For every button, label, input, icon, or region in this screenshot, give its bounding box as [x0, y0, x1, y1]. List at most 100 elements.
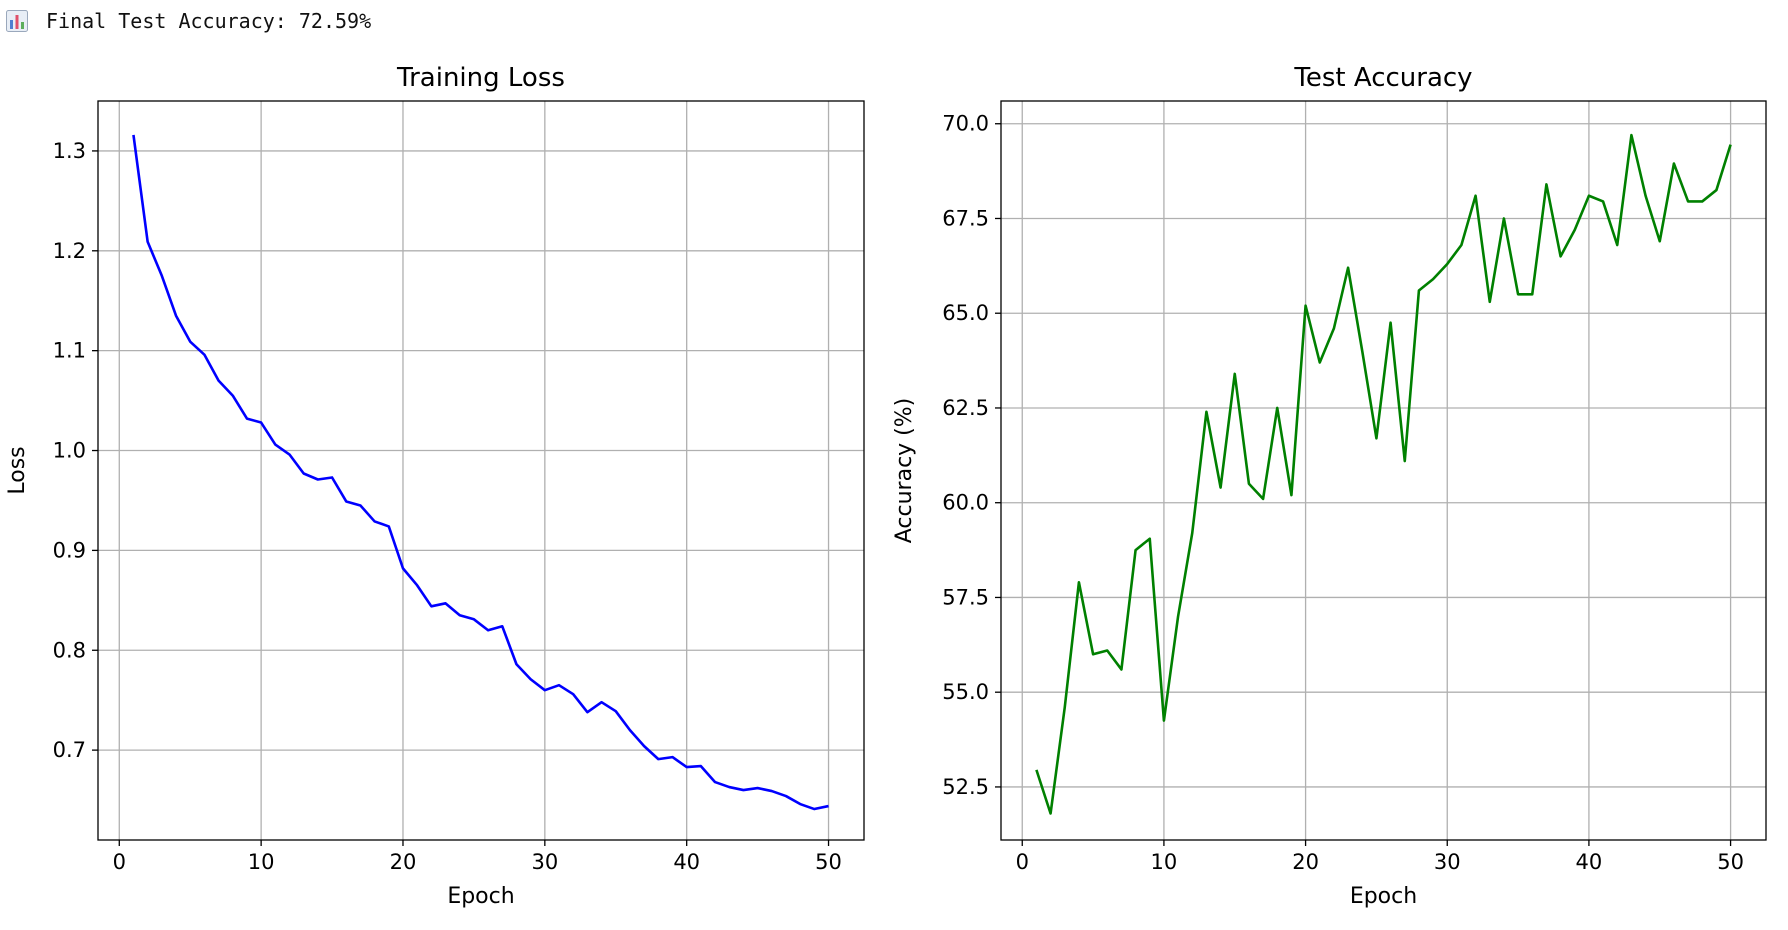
chart1-point-13: [317, 478, 319, 480]
chart2-xtick-label-1: 10: [1151, 850, 1178, 874]
chart1-point-46: [785, 795, 787, 797]
chart2-point-10: [1177, 615, 1179, 617]
chart2-xtick-label-3: 30: [1434, 850, 1461, 874]
chart2-point-35: [1531, 293, 1533, 295]
chart2-point-5: [1106, 649, 1108, 651]
chart2-point-36: [1545, 183, 1547, 185]
chart1-point-27: [515, 663, 517, 665]
chart2-point-48: [1715, 189, 1717, 191]
chart1-point-37: [657, 758, 659, 760]
chart1-point-34: [615, 710, 617, 712]
chart1-point-28: [529, 678, 531, 680]
chart1-xlabel: Epoch: [447, 884, 514, 909]
chart1-xtick-label-4: 40: [673, 850, 700, 874]
chart2-point-22: [1347, 267, 1349, 269]
chart2-series-line: [1035, 133, 1732, 815]
final-accuracy-text: Final Test Accuracy: 72.59%: [46, 9, 372, 33]
chart1-ytick-label-0: 0.7: [53, 738, 86, 762]
chart1-point-48: [813, 808, 815, 810]
chart2-ytick-label-0: 52.5: [942, 775, 989, 799]
chart1-point-21: [430, 605, 432, 607]
chart1-xtick-label-3: 30: [531, 850, 558, 874]
chart1-xtick-label-1: 10: [248, 850, 275, 874]
chart2-ytick-label-5: 65.0: [942, 301, 989, 325]
chart1-point-2: [161, 275, 163, 277]
chart2-point-30: [1460, 244, 1462, 246]
chart2-point-21: [1333, 327, 1335, 329]
chart2-point-40: [1602, 200, 1604, 202]
chart1-point-23: [459, 614, 461, 616]
chart1-point-38: [671, 756, 673, 758]
chart2-xtick-label-2: 20: [1292, 850, 1319, 874]
chart2-point-37: [1559, 255, 1561, 257]
chart2-point-25: [1389, 322, 1391, 324]
chart2-point-18: [1290, 494, 1292, 496]
chart2-point-34: [1517, 293, 1519, 295]
chart1-point-29: [544, 689, 546, 691]
chart1-frame: [97, 100, 865, 841]
chart2-point-33: [1503, 217, 1505, 219]
chart1-point-0: [132, 134, 134, 136]
chart2-point-6: [1120, 668, 1122, 670]
chart2-point-24: [1375, 437, 1377, 439]
chart2-point-13: [1219, 486, 1221, 488]
chart2-point-23: [1361, 350, 1363, 352]
chart2-title: Test Accuracy: [1293, 63, 1472, 93]
chart1-point-22: [444, 602, 446, 604]
chart1-point-32: [586, 711, 588, 713]
chart2-point-26: [1404, 460, 1406, 462]
chart2-ytick-label-6: 67.5: [942, 206, 989, 230]
chart1-point-8: [246, 417, 248, 419]
chart1-point-44: [756, 787, 758, 789]
chart2-point-8: [1149, 538, 1151, 540]
chart1-point-6: [217, 379, 219, 381]
chart1-ytick-label-2: 0.9: [53, 538, 86, 562]
chart2-xtick-label-5: 50: [1717, 850, 1744, 874]
chart1-series-line: [132, 134, 829, 811]
chart2-point-28: [1432, 278, 1434, 280]
chart2-xlabel: Epoch: [1350, 884, 1417, 909]
chart1-point-19: [402, 567, 404, 569]
chart2-point-42: [1630, 134, 1632, 136]
chart1-point-14: [331, 476, 333, 478]
chart2-ytick-label-1: 55.0: [942, 680, 989, 704]
chart1-point-40: [700, 765, 702, 767]
chart2-point-47: [1701, 200, 1703, 202]
chart2-point-39: [1588, 195, 1590, 197]
chart1-ytick-label-1: 0.8: [53, 638, 86, 662]
chart2-point-27: [1418, 289, 1420, 291]
chart1-point-33: [600, 701, 602, 703]
chart1-point-15: [345, 500, 347, 502]
chart2-point-32: [1489, 301, 1491, 303]
chart2-point-44: [1659, 240, 1661, 242]
chart1-point-25: [487, 629, 489, 631]
chart1-point-47: [799, 803, 801, 805]
chart1-point-4: [189, 340, 191, 342]
chart2-ytick-label-4: 62.5: [942, 396, 989, 420]
chart2-point-49: [1729, 143, 1731, 145]
chart1-ytick-label-4: 1.1: [53, 339, 86, 363]
chart2-xtick-label-4: 40: [1576, 850, 1603, 874]
chart1-point-11: [288, 453, 290, 455]
chart1-xtick-label-2: 20: [390, 850, 417, 874]
chart1-point-42: [728, 786, 730, 788]
chart1-point-9: [260, 421, 262, 423]
chart2-point-16: [1262, 498, 1264, 500]
chart1-point-49: [827, 805, 829, 807]
chart1-point-30: [558, 684, 560, 686]
chart1-point-36: [643, 745, 645, 747]
chart1-point-45: [771, 790, 773, 792]
chart1-point-7: [232, 394, 234, 396]
chart2-point-46: [1687, 200, 1689, 202]
chart1-point-26: [501, 625, 503, 627]
chart1-ytick-label-6: 1.3: [53, 139, 86, 163]
chart1-point-10: [274, 443, 276, 445]
chart1-ylabel: Loss: [5, 446, 30, 494]
chart2-point-0: [1035, 769, 1037, 771]
chart1-ytick-label-5: 1.2: [53, 239, 86, 263]
chart1-point-3: [175, 315, 177, 317]
chart2-point-31: [1474, 195, 1476, 197]
chart1-point-43: [742, 789, 744, 791]
chart2-point-29: [1446, 263, 1448, 265]
